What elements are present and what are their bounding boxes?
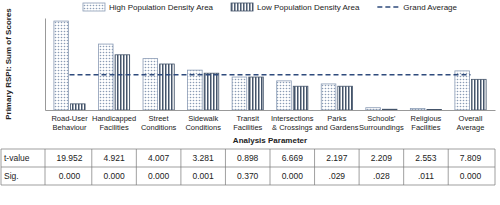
bar — [366, 108, 381, 110]
table-cell: 19.952 — [57, 153, 83, 163]
table-cell: 7.809 — [460, 153, 482, 163]
x-tick-label: Parksand Gardens — [315, 114, 359, 132]
x-tick: SidewalkConditions — [185, 114, 221, 132]
y-axis-title: Primary RSPI: Sum of Scores — [4, 8, 13, 120]
x-tick: Intersections& Crossings — [271, 114, 314, 132]
legend-label: Low Population Density Area — [257, 3, 360, 12]
x-tick: OverallAverage — [457, 114, 485, 132]
table-cell: 0.001 — [193, 171, 215, 181]
table-cell: .011 — [418, 171, 434, 181]
table-cell: .029 — [329, 171, 346, 181]
x-tick-label: StreetConditions — [141, 114, 177, 132]
bar — [471, 79, 486, 110]
legend-label: Grand Average — [403, 3, 457, 12]
legend: High Population Density Area Low Populati… — [83, 3, 458, 12]
x-tick: Parksand Gardens — [315, 114, 359, 132]
table-cell: 0.000 — [103, 171, 125, 181]
bar — [293, 86, 308, 110]
y-axis — [45, 19, 46, 111]
bar — [98, 44, 113, 110]
bar — [427, 109, 442, 110]
legend-item: Low Population Density Area — [231, 3, 360, 12]
chart: Road-UserBehaviourHandicappedFacilities S… — [0, 0, 500, 205]
table-cell: 4.921 — [103, 153, 125, 163]
bar — [204, 73, 219, 110]
table-rule — [45, 149, 46, 185]
table-rule — [270, 149, 271, 185]
bar — [455, 71, 470, 110]
table-rule — [180, 149, 181, 185]
table-cell: 0.370 — [237, 171, 259, 181]
bar — [232, 77, 247, 110]
x-tick-label: HandicappedFacilities — [92, 114, 136, 132]
bar — [338, 86, 353, 110]
legend-swatch — [83, 3, 105, 11]
table-rule — [495, 149, 496, 185]
table-row-label: t-value — [4, 153, 30, 163]
x-axis-title: Analysis Parameter — [233, 136, 307, 145]
bar — [188, 70, 203, 110]
bar — [410, 108, 425, 110]
table-cell: 3.281 — [193, 153, 215, 163]
y-axis-line — [45, 19, 46, 111]
x-tick-label: Schools'Surroundings — [359, 114, 404, 132]
table-cell: 0.000 — [148, 171, 170, 181]
table-cell: 6.669 — [282, 153, 304, 163]
table-cell: 0.898 — [237, 153, 259, 163]
x-tick-label: TransitFacilities — [233, 114, 262, 132]
table-rule — [314, 149, 315, 185]
bar — [321, 84, 336, 110]
table-cell: 0.000 — [282, 171, 304, 181]
x-tick: Road-UserBehaviour — [51, 114, 88, 132]
table-cell: 2.553 — [415, 153, 437, 163]
table-cell: 2.209 — [371, 153, 393, 163]
table-rule — [403, 149, 404, 185]
x-tick: StreetConditions — [141, 114, 177, 132]
table-rule — [1, 167, 495, 168]
table-rule — [1, 185, 495, 186]
x-tick: Schools'Surroundings — [359, 114, 404, 132]
table-cell: 0.000 — [460, 171, 482, 181]
table-rule — [225, 149, 226, 185]
average-line — [70, 74, 471, 76]
x-tick: ReligiousFacilities — [411, 114, 442, 132]
plot-area — [54, 21, 486, 110]
bar — [71, 104, 86, 110]
table-rule — [359, 149, 360, 185]
x-tick-label: SidewalkConditions — [185, 114, 221, 132]
x-tick-label: ReligiousFacilities — [411, 114, 442, 132]
x-tick-label: Road-UserBehaviour — [51, 114, 88, 132]
legend-item: High Population Density Area — [83, 3, 214, 12]
legend-label: High Population Density Area — [109, 3, 214, 12]
legend-swatch — [231, 3, 253, 11]
legend-item: Grand Average — [377, 3, 457, 12]
x-tick-label: OverallAverage — [457, 114, 485, 132]
bar — [54, 21, 69, 110]
table-row-label: Sig. — [4, 171, 19, 181]
table-cell: .028 — [373, 171, 390, 181]
x-axis: Road-UserBehaviourHandicappedFacilities S… — [46, 111, 496, 132]
table-cell: 4.007 — [148, 153, 170, 163]
table-cell: 0.000 — [59, 171, 81, 181]
x-tick: TransitFacilities — [233, 114, 262, 132]
x-axis-line — [46, 110, 496, 111]
bar — [115, 55, 130, 110]
bar — [382, 109, 397, 110]
table-rule — [91, 149, 92, 185]
table-rule — [1, 149, 495, 150]
legend-swatch — [377, 6, 399, 8]
x-tick-label: Intersections& Crossings — [271, 114, 314, 132]
table-rule — [1, 149, 2, 185]
x-tick: HandicappedFacilities — [92, 114, 136, 132]
stats-table: t-value Sig. 19.952 4.921 4.007 3.281 0.898 6.6… — [1, 149, 495, 185]
bar — [160, 64, 175, 110]
bar — [143, 59, 158, 110]
table-rule — [448, 149, 449, 185]
bar — [249, 77, 264, 110]
table-rule — [136, 149, 137, 185]
bar — [277, 81, 292, 110]
table-cell: 2.197 — [326, 153, 348, 163]
